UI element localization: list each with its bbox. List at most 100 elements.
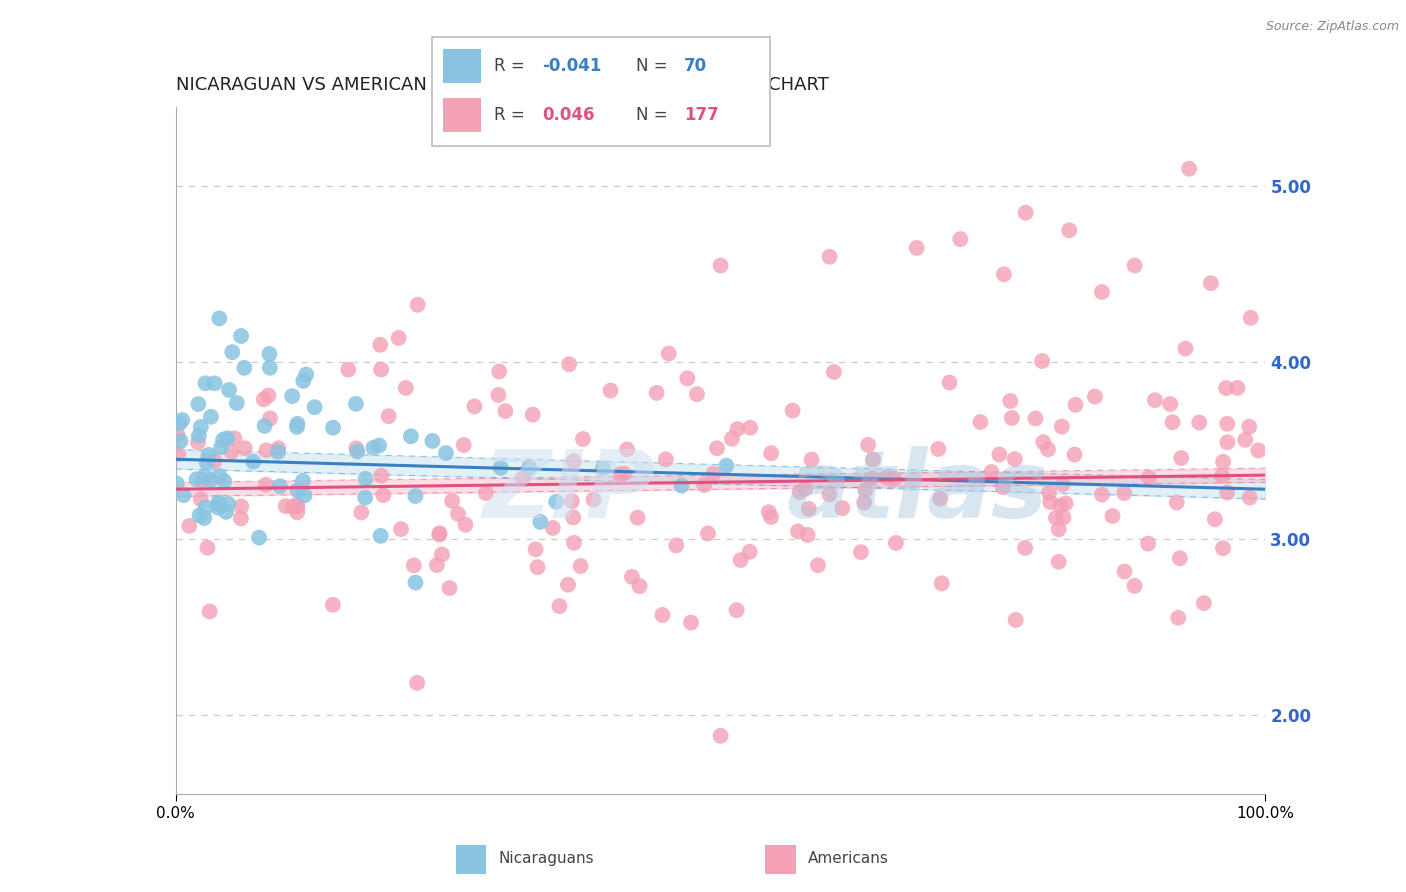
Point [209, 440, 232, 454]
Point [193, 469, 215, 483]
Point [1137, 471, 1160, 485]
Point [399, 429, 422, 443]
Point [208, 497, 231, 511]
Point [1064, 398, 1087, 412]
Point [1024, 411, 1046, 425]
Point [759, 510, 782, 524]
Point [354, 491, 377, 505]
Point [169, 434, 191, 448]
Point [429, 526, 451, 541]
Point [645, 385, 668, 400]
Point [658, 346, 681, 360]
Point [710, 729, 733, 743]
Point [427, 527, 450, 541]
Point [208, 469, 231, 483]
Point [426, 558, 449, 572]
Point [190, 420, 212, 434]
Point [761, 446, 783, 460]
Point [1240, 310, 1263, 325]
Point [1159, 397, 1181, 411]
Point [267, 445, 290, 459]
Point [818, 487, 841, 501]
Point [1123, 259, 1146, 273]
Point [267, 442, 290, 456]
Point [1247, 443, 1270, 458]
FancyBboxPatch shape [443, 98, 481, 132]
Point [269, 479, 291, 493]
Point [430, 548, 453, 562]
Point [254, 443, 277, 458]
Point [217, 431, 239, 445]
Point [526, 560, 548, 574]
Point [200, 473, 222, 487]
Point [1216, 417, 1239, 431]
Point [1047, 555, 1070, 569]
Point [172, 413, 194, 427]
Point [546, 494, 568, 508]
Point [285, 505, 308, 519]
Point [221, 345, 243, 359]
Point [447, 507, 470, 521]
Point [242, 455, 264, 469]
Point [197, 541, 219, 555]
Point [1170, 451, 1192, 466]
Point [1114, 486, 1136, 500]
Point [1015, 205, 1038, 219]
Point [609, 467, 631, 482]
Point [217, 497, 239, 511]
Point [179, 519, 201, 533]
Point [929, 491, 952, 506]
Point [1216, 485, 1239, 500]
Point [1114, 565, 1136, 579]
Point [169, 417, 191, 431]
Point [1014, 541, 1036, 555]
Point [285, 420, 308, 434]
Point [285, 498, 308, 512]
Point [404, 489, 426, 503]
Point [304, 401, 326, 415]
Point [794, 482, 817, 496]
Point [190, 491, 212, 506]
Point [1054, 496, 1077, 510]
Point [166, 428, 188, 442]
FancyBboxPatch shape [443, 49, 481, 83]
Point [388, 331, 411, 345]
Point [405, 575, 427, 590]
Point [194, 376, 217, 391]
Point [787, 524, 810, 539]
Point [322, 420, 344, 434]
Text: 0.046: 0.046 [543, 106, 595, 124]
Point [292, 374, 315, 388]
Text: Nicaraguans: Nicaraguans [499, 851, 595, 866]
Point [855, 483, 877, 498]
Text: -0.041: -0.041 [543, 57, 602, 75]
Point [1211, 468, 1233, 483]
Text: N =: N = [636, 57, 672, 75]
Point [1178, 161, 1201, 176]
Point [370, 362, 392, 376]
Point [738, 545, 761, 559]
Point [167, 447, 190, 461]
Point [592, 461, 614, 475]
Point [884, 536, 907, 550]
Point [655, 452, 678, 467]
Point [1004, 613, 1026, 627]
Point [231, 329, 253, 343]
Point [529, 515, 551, 529]
Point [253, 392, 276, 407]
Point [295, 368, 318, 382]
Point [1167, 611, 1189, 625]
Point [797, 501, 820, 516]
Point [225, 396, 247, 410]
FancyBboxPatch shape [456, 845, 486, 874]
Point [1063, 448, 1085, 462]
Point [1004, 452, 1026, 467]
Point [517, 460, 540, 475]
Point [862, 452, 884, 467]
Point [453, 438, 475, 452]
Point [620, 570, 643, 584]
Point [173, 488, 195, 502]
Point [562, 510, 585, 524]
Point [198, 605, 221, 619]
Point [370, 468, 392, 483]
